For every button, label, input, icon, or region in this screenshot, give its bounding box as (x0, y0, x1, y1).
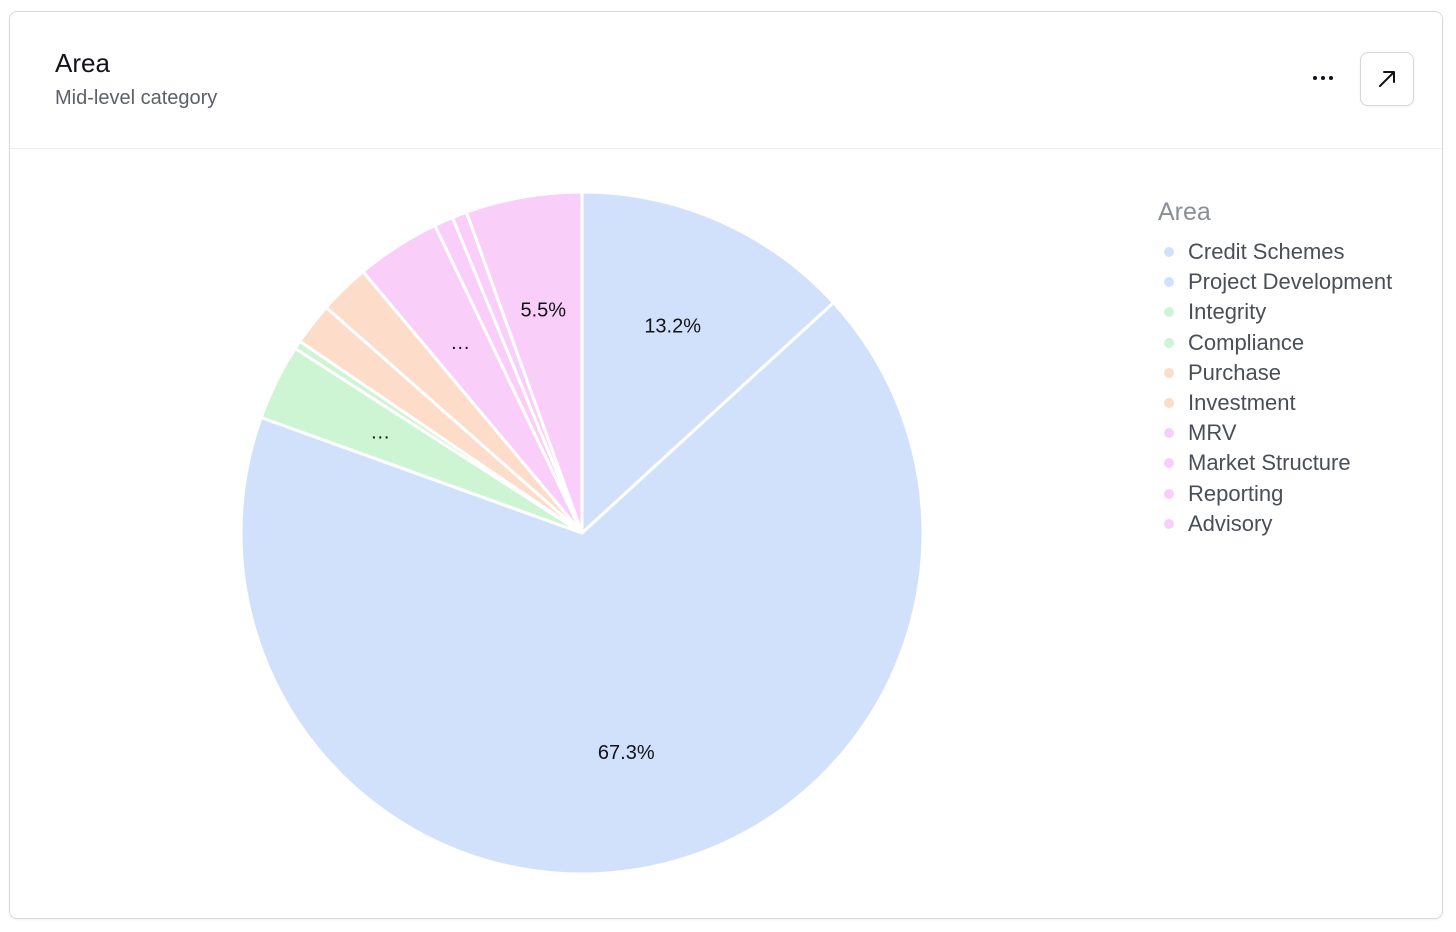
chart-card: Area Mid-level category 13.2% 67.3% … … 5.5%… (9, 11, 1443, 919)
legend-label: Market Structure (1188, 450, 1351, 476)
card-header: Area Mid-level category (10, 12, 1442, 149)
card-subtitle: Mid-level category (55, 87, 218, 109)
legend-swatch (1164, 307, 1174, 318)
legend-label: Investment (1188, 390, 1296, 416)
expand-button[interactable] (1360, 52, 1414, 106)
legend-item[interactable]: Compliance (1158, 328, 1392, 358)
legend-items: Credit Schemes Project Development Integri… (1158, 237, 1392, 539)
legend-label: Advisory (1188, 510, 1273, 536)
pie-label-integrity: … (370, 422, 390, 444)
legend-swatch (1164, 458, 1174, 469)
pie-slice-advisory[interactable] (464, 190, 584, 535)
legend-swatch (1164, 337, 1174, 348)
legend-swatch (1164, 398, 1174, 409)
legend-label: Reporting (1188, 480, 1284, 506)
legend-item[interactable]: MRV (1158, 418, 1392, 448)
legend-swatch (1164, 367, 1174, 378)
legend-item[interactable]: Reporting (1158, 479, 1392, 509)
legend-item[interactable]: Integrity (1158, 297, 1392, 327)
pie-slice-credit-schemes[interactable] (580, 190, 835, 535)
legend-item[interactable]: Purchase (1158, 358, 1392, 388)
pie-slice-project-development[interactable] (239, 301, 925, 876)
legend-swatch (1164, 247, 1174, 258)
legend-item[interactable]: Project Development (1158, 267, 1392, 297)
chart-legend: Area Credit Schemes Project Development In… (1158, 198, 1392, 539)
legend-swatch (1164, 277, 1174, 288)
legend-swatch (1164, 488, 1174, 499)
legend-label: Project Development (1188, 269, 1393, 295)
more-horizontal-icon (1313, 76, 1333, 80)
card-title: Area (55, 48, 110, 78)
legend-label: MRV (1188, 420, 1237, 446)
legend-label: Integrity (1188, 299, 1267, 325)
legend-item[interactable]: Market Structure (1158, 448, 1392, 478)
pie-chart: 13.2% 67.3% … … 5.5% (239, 190, 925, 876)
pie-label-project-development: 67.3% (598, 742, 655, 764)
legend-label: Purchase (1188, 359, 1281, 385)
pie-label-advisory: 5.5% (521, 300, 567, 322)
legend-swatch (1164, 428, 1174, 439)
pie-label-mrv: … (450, 332, 470, 354)
legend-item[interactable]: Investment (1158, 388, 1392, 418)
arrow-up-right-icon (1379, 71, 1395, 87)
legend-title: Area (1158, 198, 1211, 226)
legend-label: Credit Schemes (1188, 239, 1345, 265)
legend-item[interactable]: Credit Schemes (1158, 237, 1392, 267)
legend-swatch (1164, 518, 1174, 529)
pie-label-credit-schemes: 13.2% (644, 315, 701, 337)
legend-label: Compliance (1188, 329, 1305, 355)
legend-item[interactable]: Advisory (1158, 509, 1392, 539)
more-options-button[interactable] (1303, 58, 1343, 98)
